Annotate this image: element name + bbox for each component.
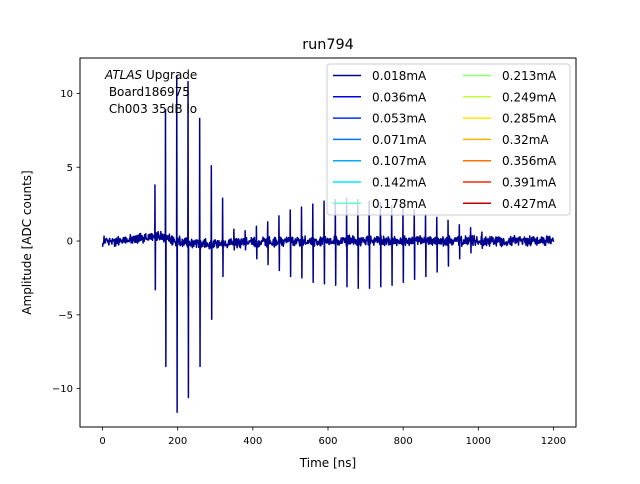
board-label: Board186975	[105, 85, 190, 99]
x-tick-label: 200	[168, 436, 187, 447]
y-axis-label: Amplitude [ADC counts]	[20, 170, 34, 314]
legend-label: 0.427mA	[502, 197, 557, 211]
y-tick-label: 0	[67, 237, 73, 248]
x-tick-label: 600	[318, 436, 337, 447]
legend-box	[326, 63, 571, 216]
atlas-label: ATLAS	[104, 68, 143, 82]
x-tick-label: 1200	[541, 436, 566, 447]
legend-label: 0.107mA	[372, 154, 427, 168]
atlas-annotation: ATLAS Upgrade Board186975 Ch003 35dB lo	[104, 68, 197, 116]
y-tick-label: 10	[60, 89, 73, 100]
legend-label: 0.249mA	[502, 90, 557, 104]
legend-label: 0.036mA	[372, 90, 427, 104]
channel-label: Ch003 35dB lo	[105, 102, 197, 116]
chart-title: run794	[302, 37, 354, 53]
legend-label: 0.178mA	[372, 197, 427, 211]
x-tick-label: 1000	[466, 436, 491, 447]
legend-label: 0.053mA	[372, 112, 427, 126]
upgrade-label: Upgrade	[142, 68, 197, 82]
x-axis-label: Time [ns]	[299, 456, 356, 470]
legend-label: 0.391mA	[502, 176, 557, 190]
legend-label: 0.32mA	[502, 133, 549, 147]
plot-area	[101, 74, 555, 413]
x-tick-label: 0	[99, 436, 105, 447]
legend-label: 0.356mA	[502, 154, 557, 168]
series-line-0-018ma	[101, 74, 555, 413]
x-axis: 0 200 400 600 800 1000 1200	[99, 427, 566, 447]
y-tick-label: −10	[52, 384, 73, 395]
y-tick-label: −5	[58, 310, 73, 321]
legend-label: 0.285mA	[502, 112, 557, 126]
legend-label: 0.142mA	[372, 176, 427, 190]
legend-label: 0.018mA	[372, 69, 427, 83]
x-tick-label: 800	[394, 436, 413, 447]
y-axis: −10 −5 0 5 10	[52, 89, 80, 395]
x-tick-label: 400	[243, 436, 262, 447]
legend: 0.018mA 0.036mA 0.053mA 0.071mA 0.107mA 0.142…	[326, 63, 571, 216]
y-tick-label: 5	[67, 163, 73, 174]
legend-label: 0.213mA	[502, 69, 557, 83]
legend-label: 0.071mA	[372, 133, 427, 147]
svg-text:ATLAS Upgrade: ATLAS Upgrade	[104, 68, 197, 82]
